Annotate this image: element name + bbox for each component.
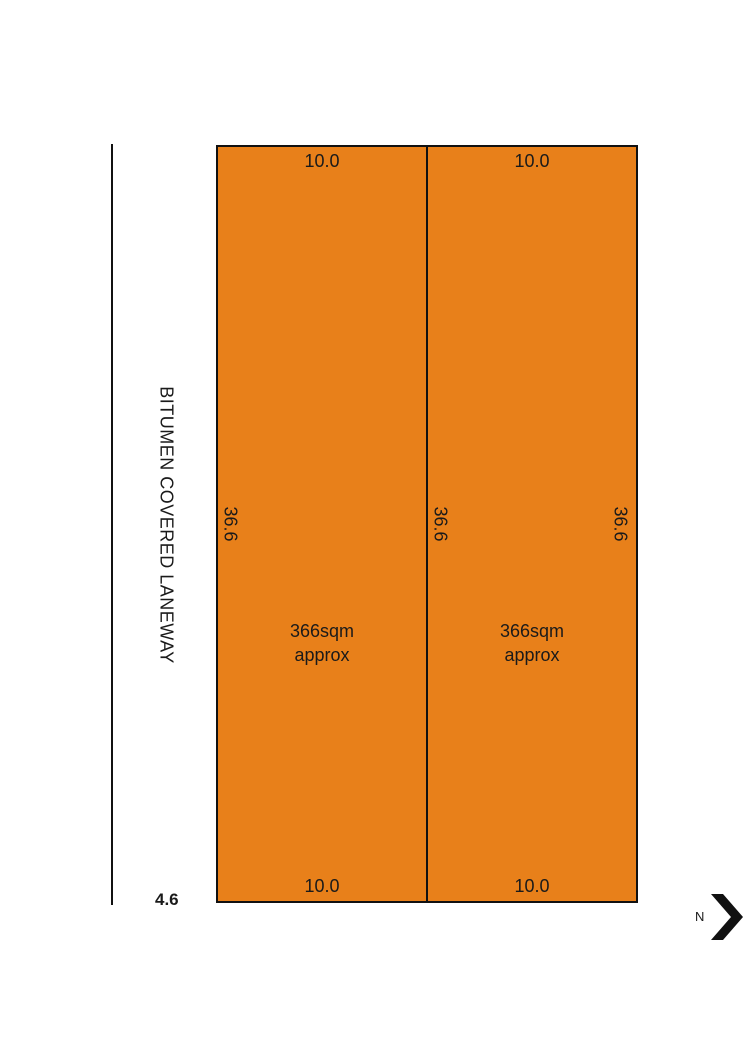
lot-right-top-dimension: 10.0 — [514, 151, 550, 171]
lot-left-area-qualifier: approx — [294, 645, 350, 665]
lot-left-area: 366sqm approx — [218, 619, 426, 667]
laneway-boundary-line — [111, 144, 113, 905]
laneway-label: BITUMEN COVERED LANEWAY — [156, 386, 177, 664]
north-indicator: N — [695, 892, 745, 942]
lot-right-right-side-dimension: 36.6 — [610, 506, 631, 542]
lot-left-side-dimension: 36.6 — [220, 506, 241, 542]
north-arrow-icon — [711, 894, 743, 940]
lot-left-bottom-dimension: 10.0 — [304, 876, 340, 896]
lot-right: 10.0 36.6 36.6 366sqm approx 10.0 — [426, 145, 638, 903]
lot-right-bottom-dimension: 10.0 — [514, 876, 550, 896]
lot-left-area-value: 366sqm — [289, 621, 355, 641]
lot-left-top-dimension: 10.0 — [304, 151, 340, 171]
lot-right-left-side-dimension: 36.6 — [430, 506, 451, 542]
lot-right-area-qualifier: approx — [504, 645, 560, 665]
lot-left: 10.0 36.6 366sqm approx 10.0 — [216, 145, 428, 903]
north-letter: N — [695, 909, 705, 924]
laneway-width-dimension: 4.6 — [155, 890, 179, 909]
lot-right-area: 366sqm approx — [428, 619, 636, 667]
lot-right-area-value: 366sqm — [499, 621, 565, 641]
